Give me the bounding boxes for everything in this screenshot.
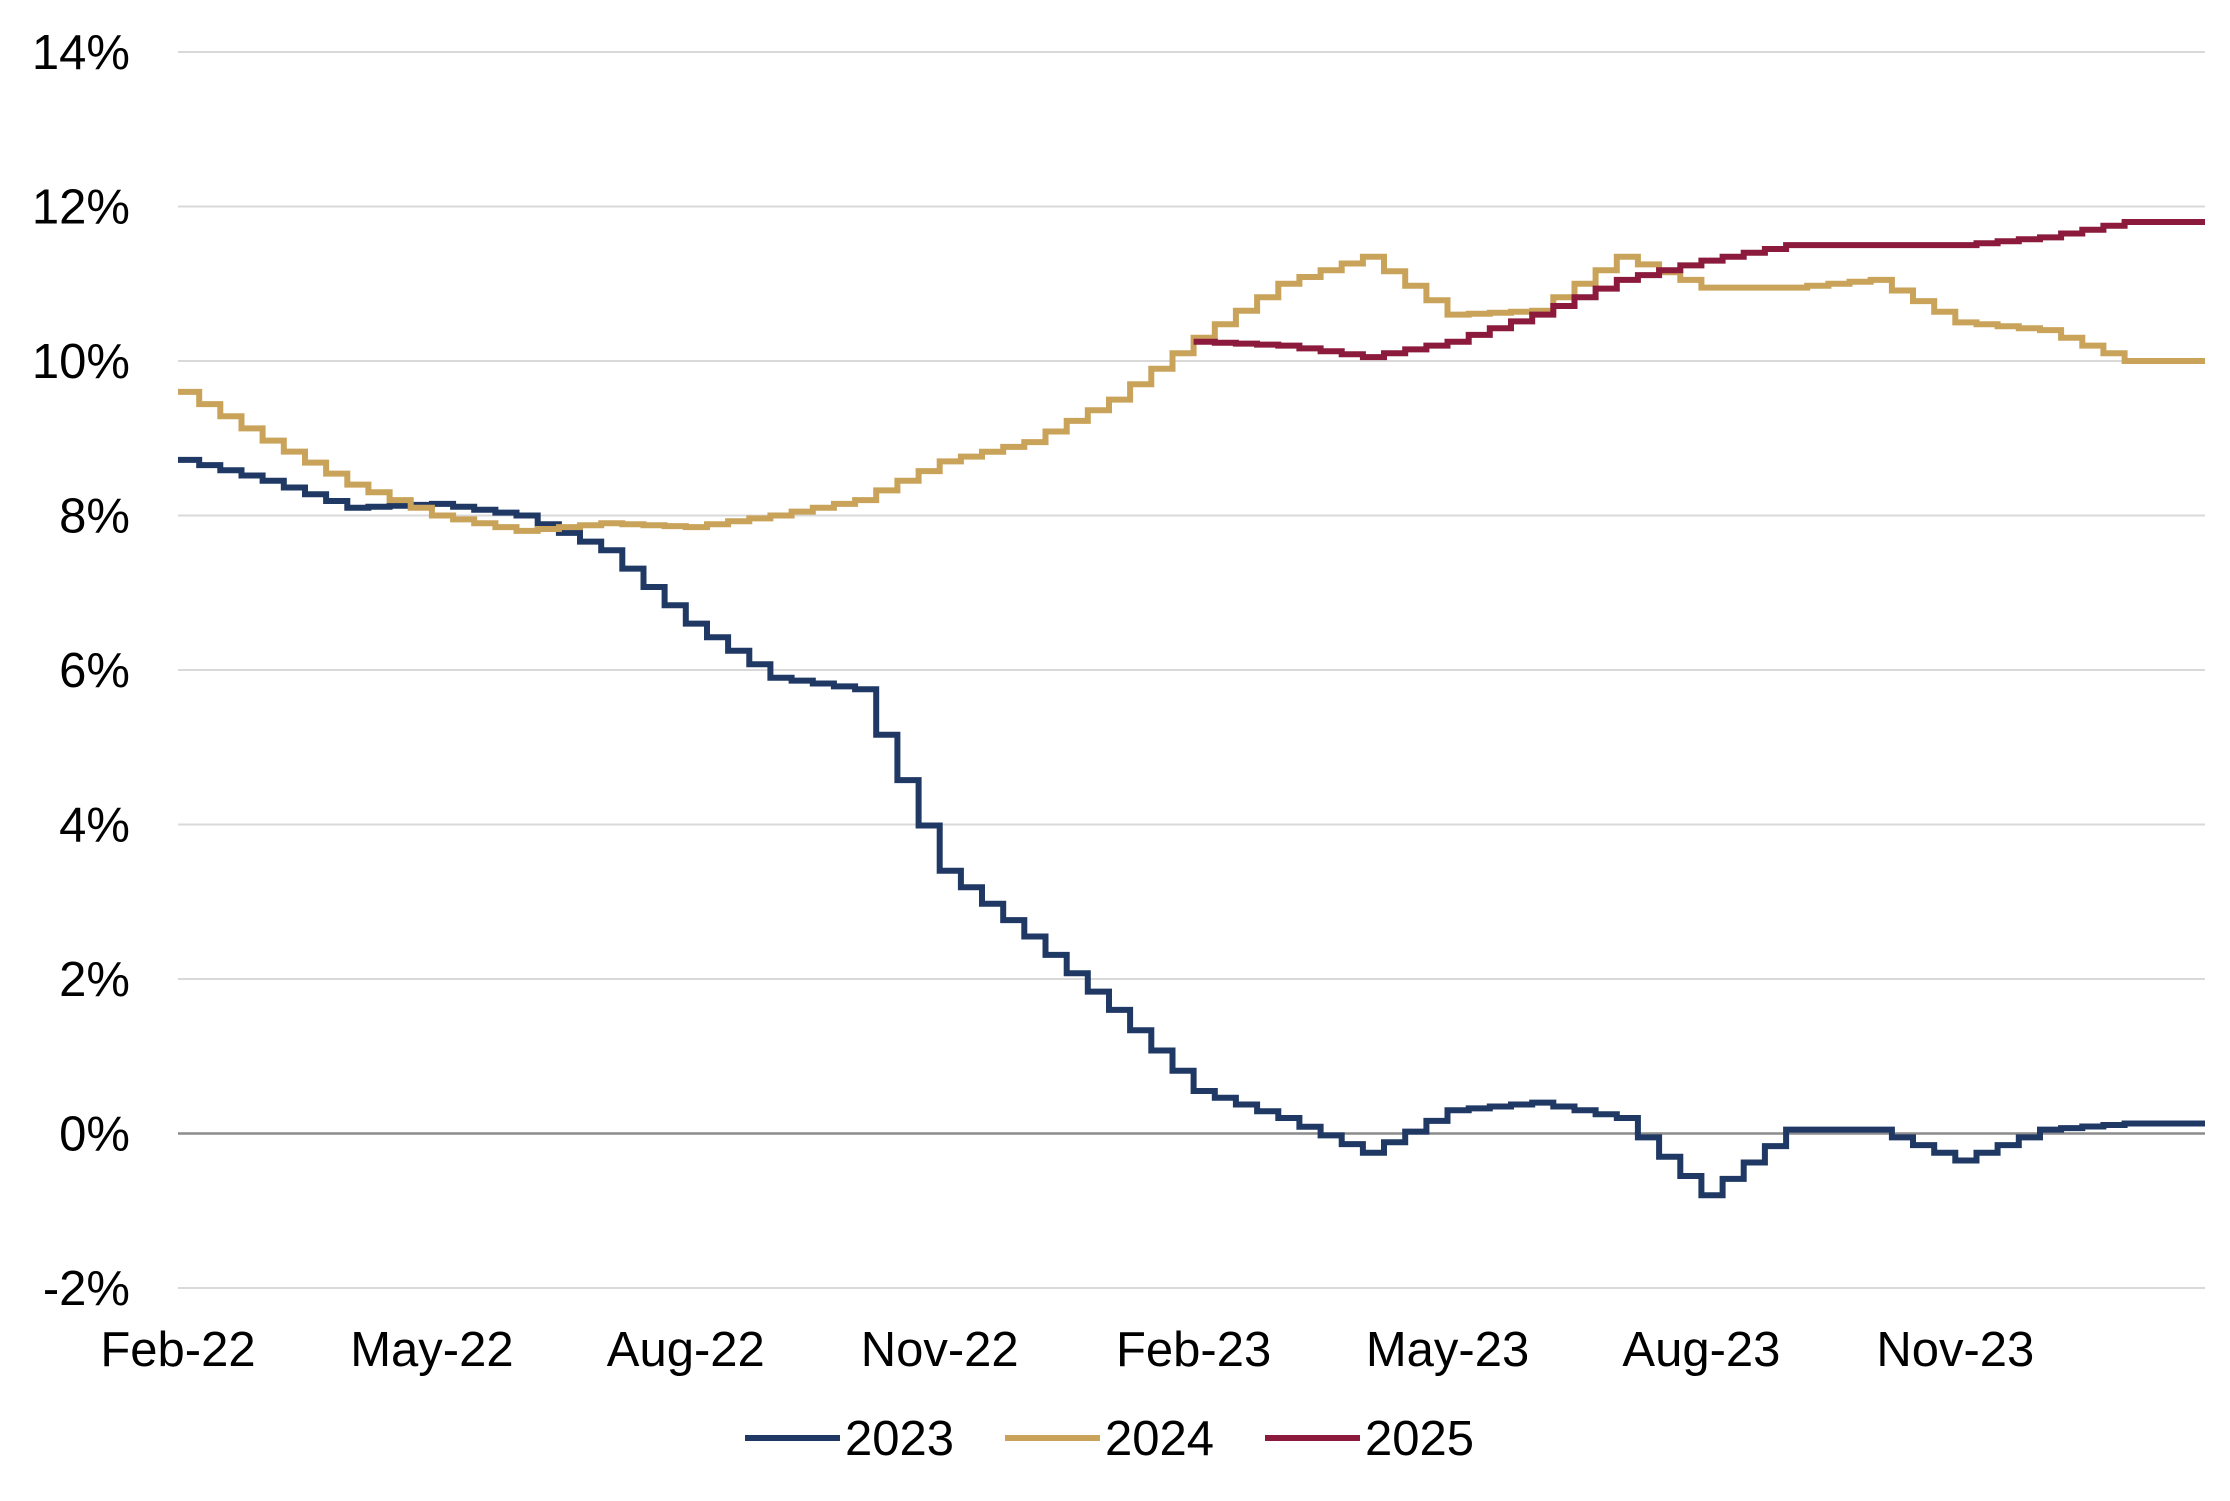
x-tick-label: Feb-23 [1116,1323,1271,1377]
y-tick-label: 8% [59,490,130,544]
series-line-2025 [1193,219,2205,361]
x-tick-label: Feb-22 [100,1323,255,1377]
series-line-2023 [178,456,2205,1199]
x-tick-label: Nov-22 [861,1323,1019,1377]
y-tick-label: 0% [59,1108,130,1162]
y-tick-label: 10% [32,335,130,389]
legend-label-2025: 2025 [1365,1412,1474,1466]
y-tick-label: 4% [59,799,130,853]
x-tick-label: Aug-23 [1622,1323,1780,1377]
x-tick-label: Aug-22 [607,1323,765,1377]
x-tick-label: May-22 [350,1323,513,1377]
x-tick-label: Nov-23 [1876,1323,2034,1377]
y-tick-label: 6% [59,644,130,698]
legend-label-2023: 2023 [845,1412,954,1466]
legend-label-2024: 2024 [1105,1412,1214,1466]
y-tick-label: 14% [32,26,130,80]
y-tick-label: 2% [59,953,130,1007]
y-tick-label: 12% [32,181,130,235]
x-tick-label: May-23 [1366,1323,1529,1377]
series-line-2024 [178,253,2205,534]
y-tick-label: -2% [43,1262,130,1316]
